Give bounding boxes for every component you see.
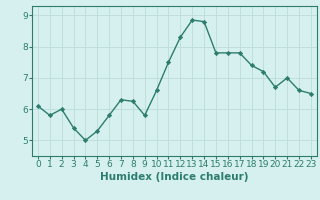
X-axis label: Humidex (Indice chaleur): Humidex (Indice chaleur) — [100, 172, 249, 182]
